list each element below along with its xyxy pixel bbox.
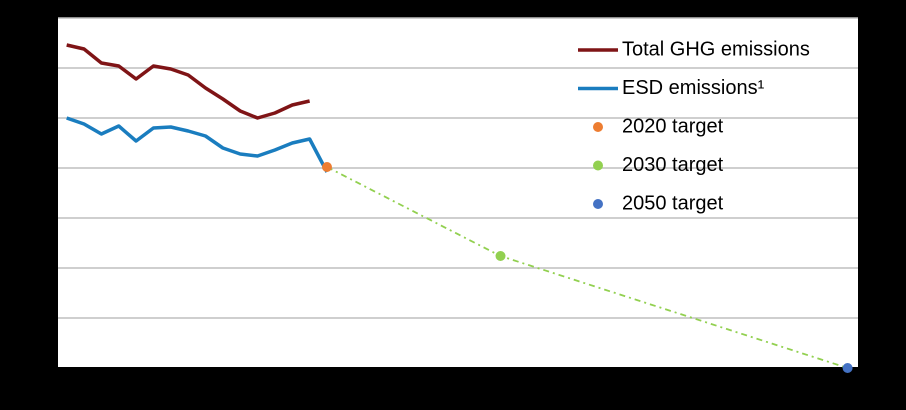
legend-label: 2020 target	[622, 115, 724, 137]
legend-label: 2030 target	[622, 154, 724, 176]
legend-label: ESD emissions¹	[622, 77, 765, 99]
target-marker	[842, 363, 853, 373]
series-line	[66, 116, 329, 173]
series-line	[66, 43, 311, 120]
legend-label: Total GHG emissions	[622, 38, 810, 60]
legend-marker	[593, 122, 603, 132]
target-marker	[321, 162, 332, 172]
legend-label: 2050 target	[622, 192, 724, 214]
legend-marker	[593, 160, 603, 171]
legend-marker	[593, 199, 603, 209]
target-marker	[495, 251, 506, 261]
